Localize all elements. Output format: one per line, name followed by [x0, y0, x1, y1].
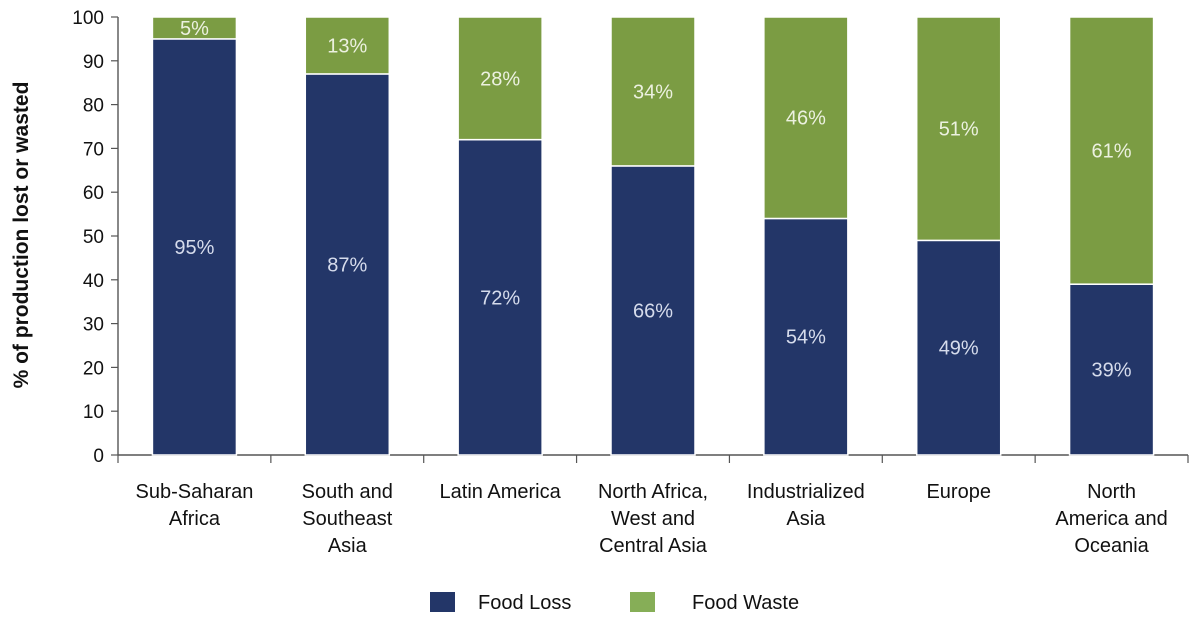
legend-swatch-food-waste	[630, 592, 655, 612]
data-label-food-waste: 13%	[327, 35, 367, 57]
y-tick-label: 50	[83, 227, 104, 248]
x-category-label: Latin America	[440, 481, 562, 503]
y-tick-label: 0	[93, 446, 104, 467]
data-label-food-loss: 66%	[633, 300, 673, 322]
legend-label-food-waste: Food Waste	[692, 592, 799, 614]
data-label-food-loss: 72%	[480, 287, 520, 309]
data-label-food-loss: 95%	[174, 237, 214, 259]
bar-segment-food-waste	[763, 16, 849, 220]
bar-segment-food-loss	[304, 73, 391, 456]
x-category-label: Oceania	[1074, 535, 1149, 557]
bar-segment-food-waste	[151, 16, 238, 40]
bar-segment-food-loss	[915, 239, 1002, 456]
x-category-label: Sub-Saharan	[135, 481, 253, 503]
data-label-food-loss: 54%	[786, 327, 826, 349]
data-label-food-waste: 28%	[480, 68, 520, 90]
data-label-food-waste: 61%	[1092, 141, 1132, 163]
y-tick-label: 100	[72, 8, 104, 29]
x-category-label: Africa	[169, 508, 221, 530]
bar-segment-food-waste	[457, 16, 543, 141]
y-axis-label: % of production lost or wasted	[10, 82, 33, 389]
x-category-label: South and	[302, 481, 393, 503]
x-category-label: West and	[611, 508, 695, 530]
bar-segment-food-waste	[610, 16, 696, 167]
y-tick-label: 20	[83, 358, 104, 379]
data-label-food-waste: 5%	[180, 18, 209, 40]
data-label-food-loss: 87%	[327, 254, 367, 276]
x-category-label: North Africa,	[598, 481, 708, 503]
bar-segment-food-loss	[763, 217, 849, 456]
x-category-label: America and	[1055, 508, 1167, 530]
x-category-label: Central Asia	[599, 535, 708, 557]
bar-segment-food-waste	[304, 16, 391, 75]
bar-segment-food-loss	[151, 38, 238, 456]
data-label-food-waste: 51%	[939, 119, 979, 141]
bar-segment-food-loss	[1068, 283, 1155, 456]
y-tick-label: 40	[83, 271, 104, 292]
y-tick-label: 10	[83, 402, 104, 423]
y-tick-label: 60	[83, 183, 104, 204]
bar-segment-food-loss	[457, 138, 543, 456]
legend-swatch-food-loss	[430, 592, 455, 612]
y-tick-label: 30	[83, 315, 104, 336]
data-label-food-waste: 46%	[786, 108, 826, 130]
x-category-label: Industrialized	[747, 481, 865, 503]
x-category-label: Southeast	[302, 508, 393, 530]
data-label-food-loss: 39%	[1092, 360, 1132, 382]
x-category-label: Europe	[926, 481, 991, 503]
y-tick-label: 80	[83, 96, 104, 117]
bar-segment-food-waste	[1068, 16, 1155, 285]
x-category-label: Asia	[328, 535, 368, 557]
legend-label-food-loss: Food Loss	[478, 592, 571, 614]
y-tick-label: 90	[83, 52, 104, 73]
bar-segment-food-loss	[610, 165, 696, 456]
x-category-label: North	[1087, 481, 1136, 503]
data-label-food-waste: 34%	[633, 81, 673, 103]
x-category-label: Asia	[786, 508, 826, 530]
y-tick-label: 70	[83, 139, 104, 160]
data-label-food-loss: 49%	[939, 338, 979, 360]
bar-segment-food-waste	[915, 16, 1002, 242]
